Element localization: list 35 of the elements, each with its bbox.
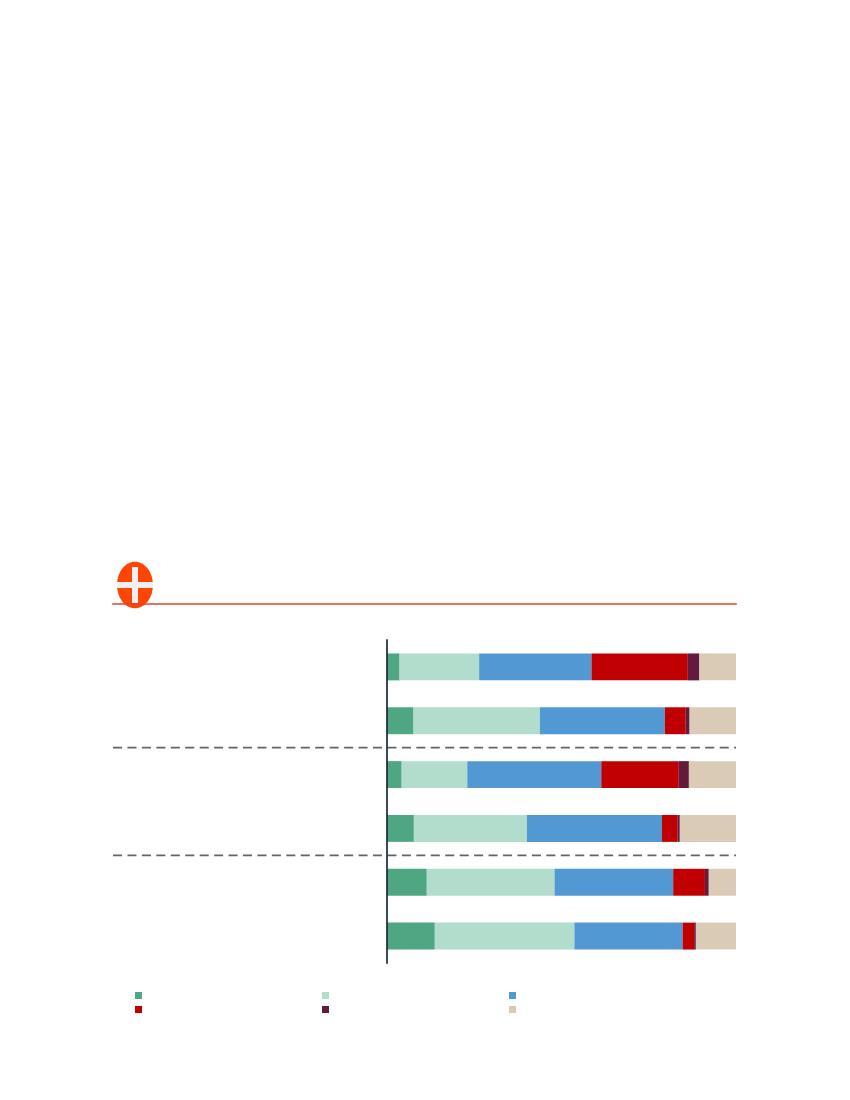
bar: [413, 707, 540, 735]
bar: [699, 653, 736, 681]
bar: [434, 922, 575, 950]
bar: [574, 922, 683, 950]
bar: [662, 814, 678, 842]
bar: [467, 761, 602, 789]
bar: [689, 707, 736, 735]
bar: [426, 868, 555, 896]
bar: [387, 814, 414, 842]
bar: [401, 761, 468, 789]
bar: [601, 761, 679, 789]
bar: [387, 761, 402, 789]
bar: [479, 653, 592, 681]
bar: [673, 868, 705, 896]
bar: [399, 653, 480, 681]
bar: [688, 761, 736, 789]
bar: [677, 814, 680, 842]
bar: [664, 707, 686, 735]
bar: [591, 653, 688, 681]
bar: [708, 868, 736, 896]
bar: [387, 922, 435, 950]
bar: [685, 707, 690, 735]
bar: [413, 814, 527, 842]
bar: [695, 922, 736, 950]
bar: [704, 868, 709, 896]
bar: [539, 707, 665, 735]
bar: [387, 868, 427, 896]
bar: [526, 814, 663, 842]
bar: [687, 653, 700, 681]
bar: [387, 707, 414, 735]
bar: [387, 653, 400, 681]
bar: [678, 761, 689, 789]
bar: [682, 922, 695, 950]
bar: [554, 868, 674, 896]
bar: [679, 814, 736, 842]
